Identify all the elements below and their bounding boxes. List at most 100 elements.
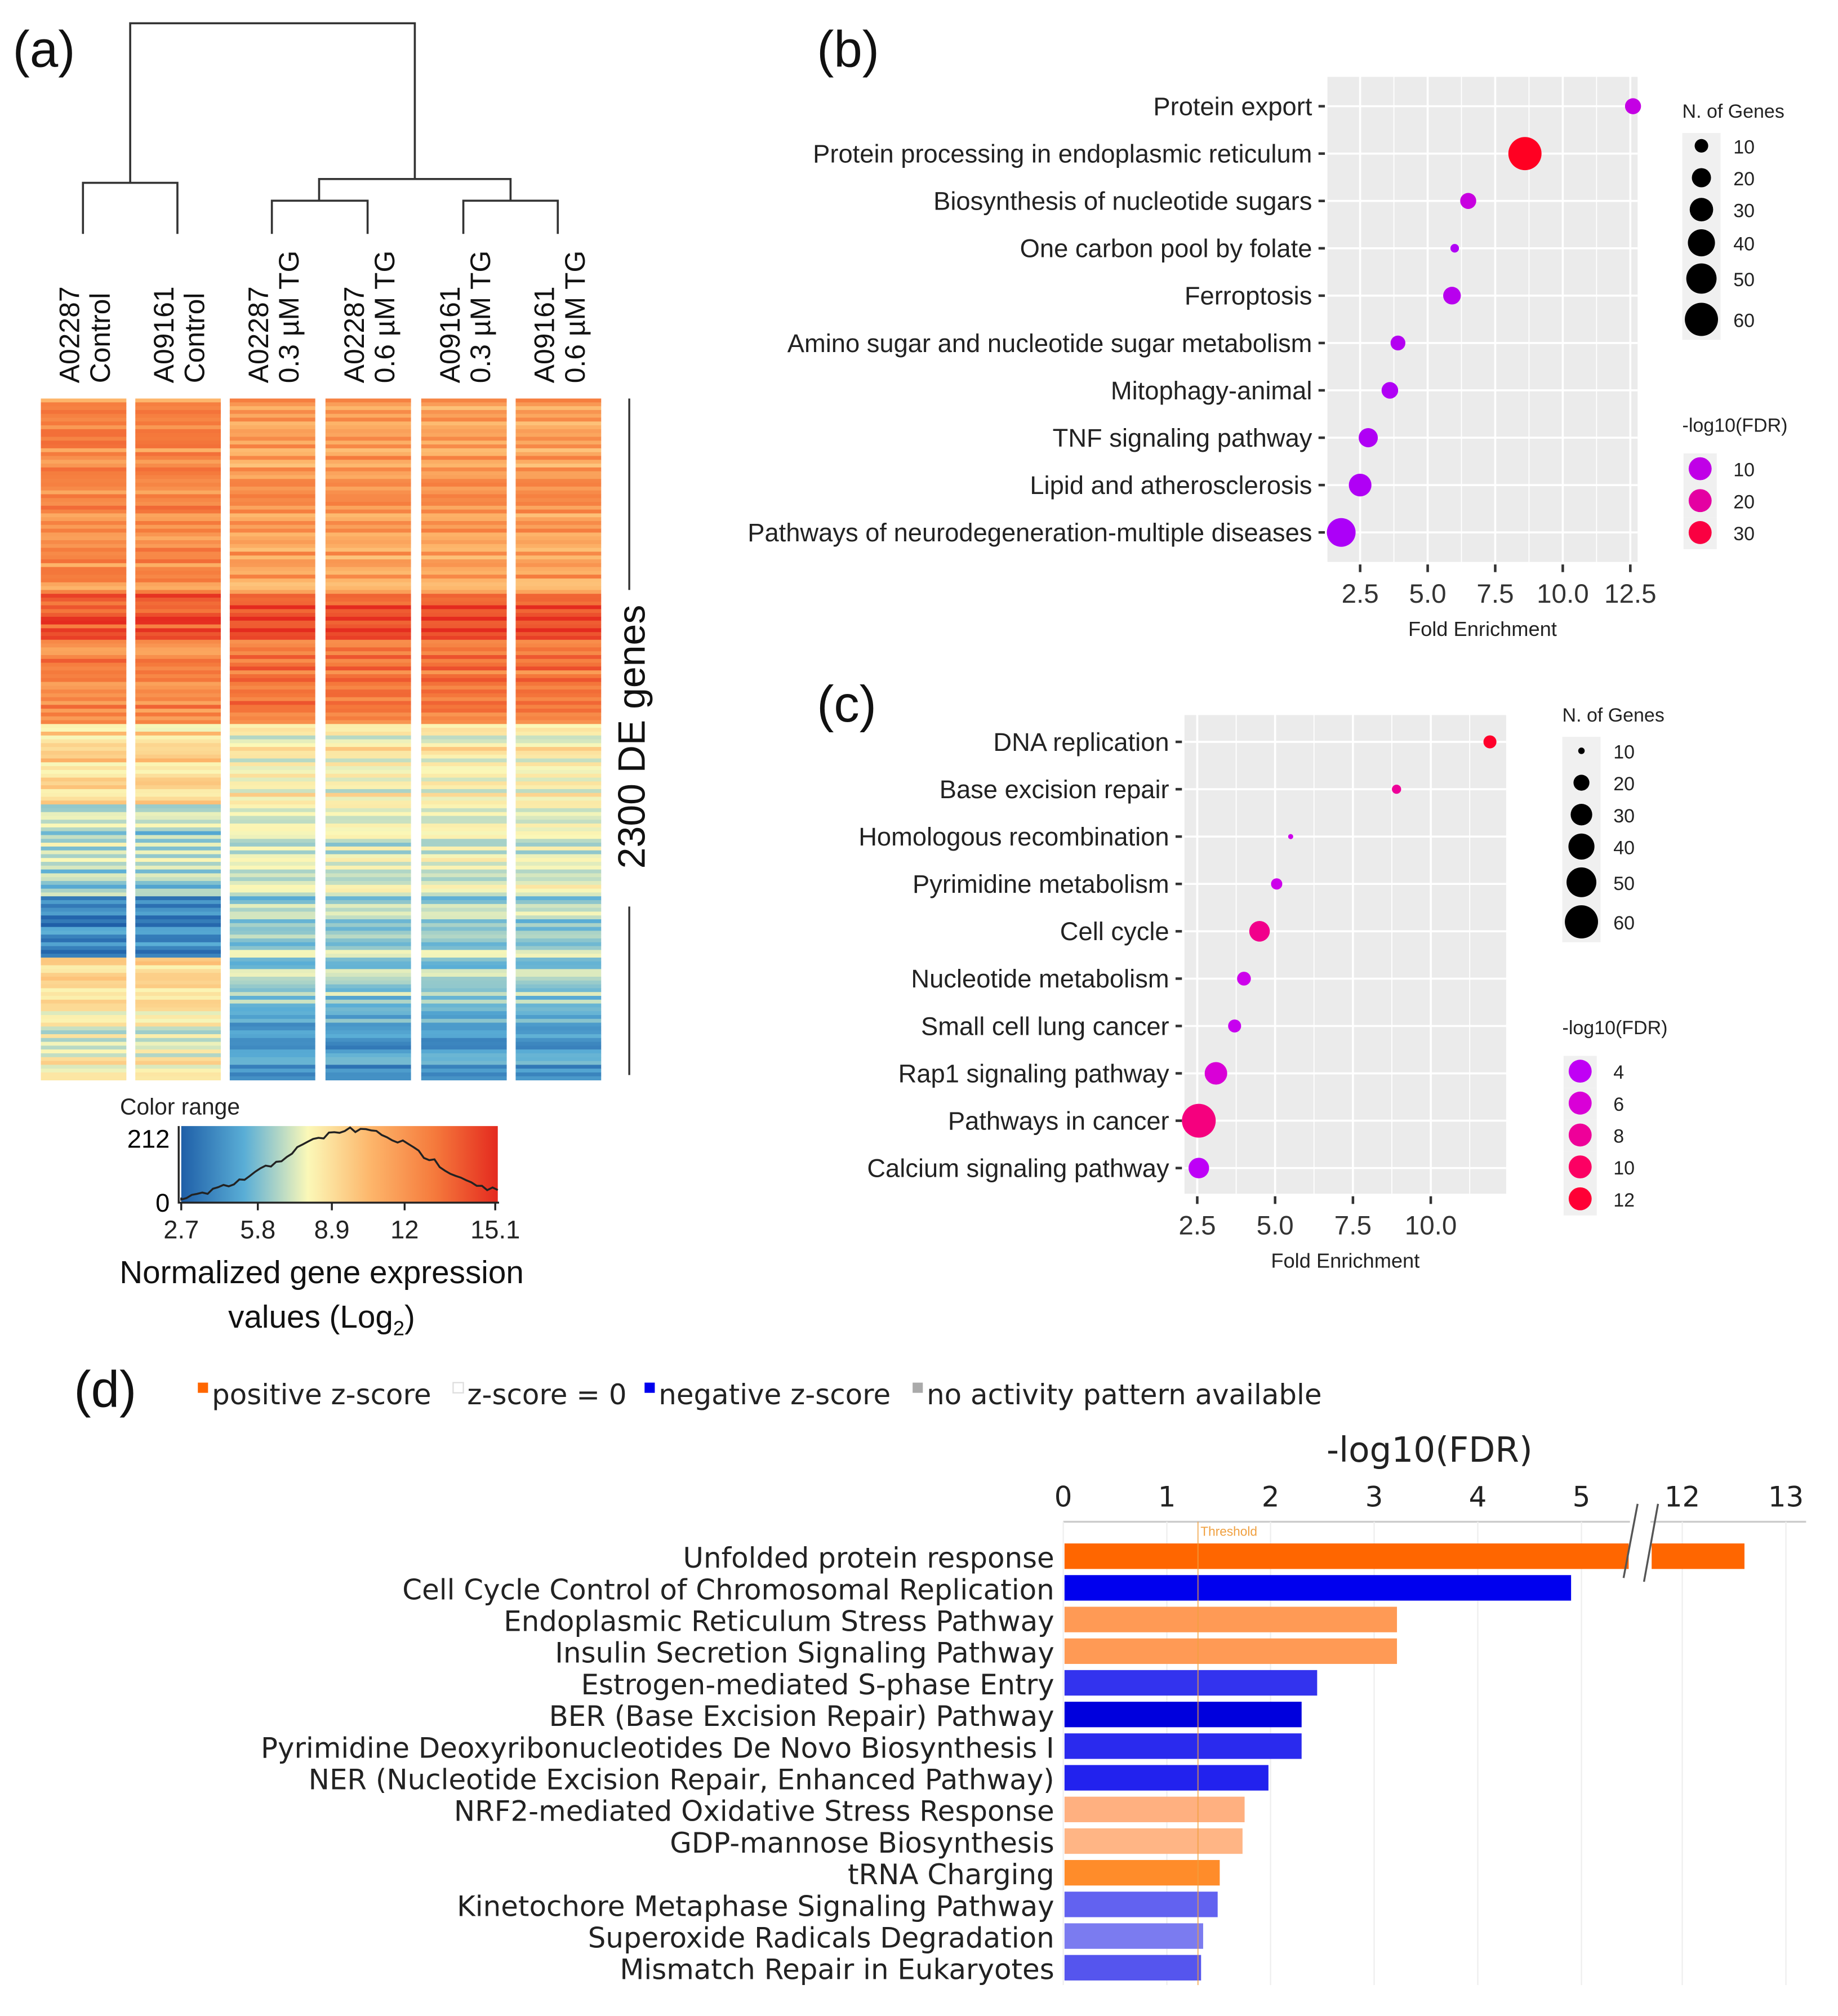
enrichment-dot: [1381, 382, 1399, 399]
heatmap-cell: [421, 854, 507, 858]
heatmap-cell: [325, 662, 411, 667]
heatmap-cell: [41, 1042, 127, 1046]
heatmap-cell: [135, 456, 221, 460]
heatmap-cell: [325, 658, 411, 664]
heatmap-cell: [515, 999, 602, 1004]
x-tick-label: 5: [1573, 1480, 1591, 1513]
heatmap-cell: [229, 1003, 315, 1008]
heatmap-cell: [421, 720, 507, 724]
heatmap-cell: [421, 907, 507, 912]
heatmap-cell: [41, 1011, 127, 1016]
heatmap-cell: [421, 682, 507, 686]
heatmap-cell: [421, 532, 507, 537]
heatmap-cell: [135, 662, 221, 667]
heatmap-cell: [421, 402, 507, 407]
heatmap-cell: [421, 758, 507, 763]
enrichment-dot: [1288, 834, 1293, 839]
heatmap-cell: [421, 1018, 507, 1023]
heatmap-cell: [41, 750, 127, 755]
heatmap-cell: [421, 502, 507, 506]
heatmap-cell: [41, 839, 127, 843]
heatmap-cell: [515, 601, 602, 606]
heatmap-cell: [229, 1057, 315, 1061]
heatmap-cell: [325, 651, 411, 656]
heatmap-cell: [325, 705, 411, 709]
heatmap-cell: [41, 812, 127, 816]
heatmap-cell: [421, 831, 507, 835]
heatmap-cell: [41, 896, 127, 901]
heatmap-cell: [135, 820, 221, 824]
heatmap-cell: [515, 548, 602, 552]
heatmap-cell: [325, 490, 411, 495]
heatmap-cell: [515, 540, 602, 545]
heatmap-cell: [229, 931, 315, 935]
pathway-label: Endoplasmic Reticulum Stress Pathway: [504, 1605, 1054, 1638]
heatmap-cell: [41, 969, 127, 973]
heatmap-cell: [135, 479, 221, 483]
heatmap-cell: [325, 724, 411, 728]
heatmap-cell: [41, 709, 127, 713]
color-legend-dot: [1568, 1187, 1592, 1211]
heatmap-cell: [515, 888, 602, 893]
heatmap-cell: [41, 900, 127, 905]
heatmap-cell: [135, 555, 221, 560]
pathway-label: Pathways of neurodegeneration-multiple d…: [747, 518, 1312, 547]
heatmap-cell: [515, 635, 602, 640]
heatmap-cell: [325, 701, 411, 705]
heatmap-cell: [135, 567, 221, 571]
heatmap-cell: [325, 907, 411, 912]
pathway-bar: [1064, 1828, 1243, 1854]
heatmap-cell: [135, 988, 221, 993]
heatmap-cell: [515, 850, 602, 855]
color-legend-title: -log10(FDR): [1563, 1017, 1668, 1039]
heatmap-cell: [421, 582, 507, 587]
dendrogram-branch: [129, 22, 416, 183]
x-axis-title: Fold Enrichment: [1271, 1249, 1419, 1272]
pathway-bar: [1064, 1796, 1245, 1822]
heatmap-cell: [421, 616, 507, 621]
heatmap-cell: [421, 452, 507, 456]
heatmap-cell: [135, 995, 221, 1000]
heatmap-cell: [229, 976, 315, 981]
heatmap-cell: [41, 796, 127, 801]
heatmap-cell: [325, 766, 411, 771]
plot-panel: [1184, 715, 1506, 1194]
heatmap-cell: [325, 881, 411, 885]
pathway-label: Cell cycle: [1060, 917, 1169, 946]
heatmap-cell: [515, 980, 602, 985]
x-axis-title: Fold Enrichment: [1408, 617, 1557, 640]
heatmap-cell: [515, 747, 602, 751]
heatmap-cell: [229, 475, 315, 479]
heatmap-cell: [229, 528, 315, 533]
heatmap-cell: [325, 413, 411, 418]
heatmap-cell: [325, 624, 411, 629]
heatmap-cell: [41, 773, 127, 778]
heatmap-cell: [135, 942, 221, 947]
size-legend-label: 40: [1613, 837, 1635, 858]
color-legend-dot: [1568, 1091, 1592, 1115]
heatmap-cell: [325, 934, 411, 939]
heatmap-cell: [229, 858, 315, 862]
heatmap-cell: [135, 651, 221, 656]
heatmap-cell: [421, 843, 507, 847]
heatmap-cell: [515, 616, 602, 621]
heatmap-cell: [421, 1061, 507, 1065]
heatmap-cell: [421, 410, 507, 415]
heatmap-cell: [515, 693, 602, 698]
heatmap-cell: [41, 954, 127, 958]
heatmap-cell: [229, 1065, 315, 1069]
heatmap-cell: [135, 705, 221, 709]
heatmap-cell: [515, 605, 602, 609]
xlabel-subscript: 2: [393, 1317, 404, 1340]
heatmap-cell: [41, 425, 127, 430]
heatmap-cell: [325, 1007, 411, 1012]
heatmap-cell: [135, 563, 221, 568]
heatmap-cell: [421, 816, 507, 820]
heatmap-cell: [41, 1053, 127, 1058]
heatmap-cell: [229, 965, 315, 969]
heatmap-cell: [421, 934, 507, 939]
heatmap-cell: [135, 877, 221, 882]
heatmap-cell: [325, 425, 411, 430]
heatmap-cell: [229, 1042, 315, 1046]
x-tick-label: 4: [1469, 1480, 1487, 1513]
